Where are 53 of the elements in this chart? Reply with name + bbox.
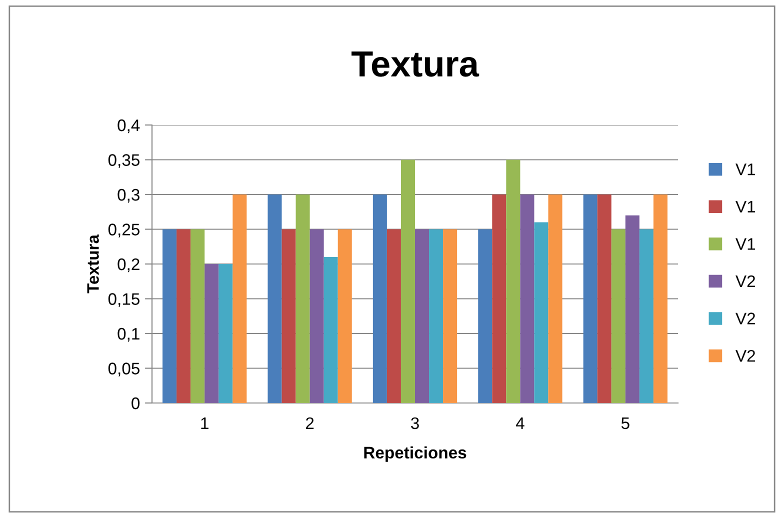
legend-label: V1 [736,238,756,250]
bar [372,194,387,403]
chart-title: Textura [352,52,480,77]
bar [282,229,296,403]
bar [548,194,562,403]
bar [386,229,401,403]
bar [429,229,444,403]
bar [310,229,324,403]
y-tick-label: 0,35 [108,154,140,168]
y-tick-label: 0,2 [118,258,140,272]
legend-label: V1 [736,200,756,212]
bar [400,160,415,403]
x-tick-label: 1 [201,418,208,429]
bar [583,194,598,403]
y-tick-label: 0,15 [108,293,140,307]
bar [204,264,219,403]
bar [162,229,177,403]
bar [639,229,654,403]
bar [232,194,247,403]
x-tick-label: 5 [621,418,630,430]
bar [324,257,338,403]
y-axis-title: Textura [87,234,99,294]
bar [296,194,310,403]
bar [176,229,191,403]
y-tick-label: 0,05 [108,362,140,376]
bar [520,194,534,403]
bar [534,222,548,403]
legend-label: V2 [736,312,755,324]
x-tick-label: 4 [516,418,524,429]
bar [443,229,458,403]
bar [190,229,205,403]
bar [338,229,352,403]
bar [218,264,233,403]
legend-label: V1 [736,164,756,176]
y-tick-label: 0,3 [118,188,140,203]
x-tick-label: 2 [306,417,314,429]
bar [653,194,668,403]
y-tick-label: 0,4 [118,119,140,134]
bar [597,194,612,403]
legend-label: V2 [736,350,755,362]
bar [625,215,640,403]
x-tick-label: 3 [411,417,419,430]
bar [506,160,520,403]
y-tick-label: 0,1 [118,328,140,342]
x-axis-title: Repeticiones [364,446,466,462]
bar [478,229,492,403]
y-tick-label: 0 [132,397,140,410]
bar [415,229,430,403]
y-tick-label: 0,25 [108,224,140,238]
bar [611,229,626,403]
bar [492,194,506,403]
legend-label: V2 [736,275,755,287]
bar [268,194,282,403]
